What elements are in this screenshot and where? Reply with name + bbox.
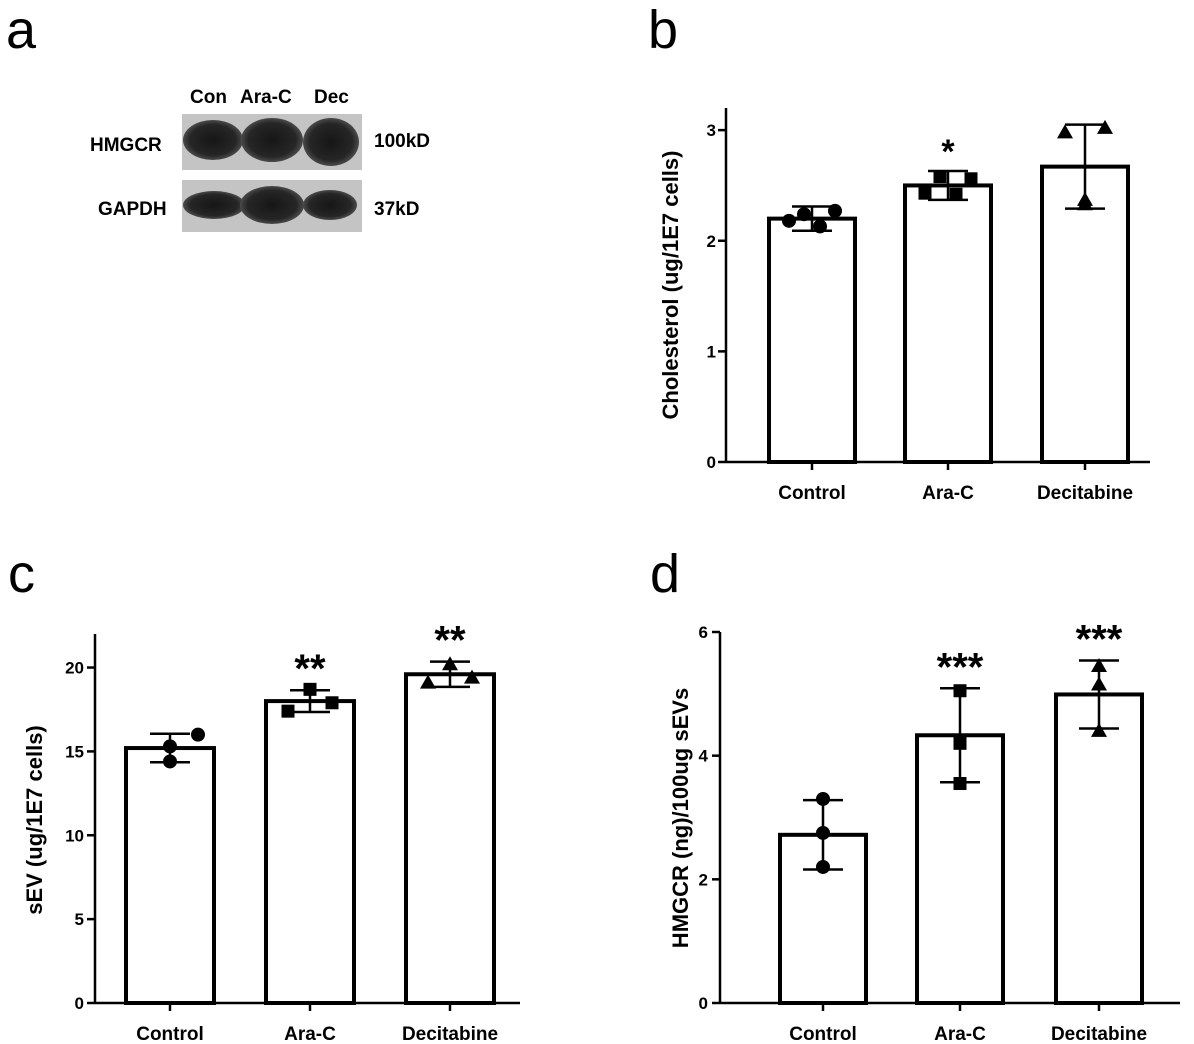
significance-label: ** <box>294 647 326 691</box>
x-tick-label: Ara-C <box>934 1024 986 1044</box>
bar-control <box>767 216 857 464</box>
data-point <box>191 727 205 742</box>
data-point <box>325 696 339 710</box>
chart-b: 0 1 2 3 Cholesterol (ug/1E7 cells) Control * Ar… <box>658 108 1150 504</box>
data-point <box>828 203 842 218</box>
data-point <box>464 669 480 684</box>
data-point <box>1091 676 1107 691</box>
chart-c: 0 5 10 15 20 sEV (ug/1E7 cells) Control ** Ara-C… <box>22 619 520 1044</box>
blot-lane-con: Con <box>190 87 227 108</box>
significance-label: *** <box>1076 617 1123 661</box>
y-tick-label: 4 <box>699 747 709 766</box>
data-point <box>816 791 830 806</box>
data-point <box>163 739 177 754</box>
y-tick-label: 0 <box>699 994 708 1013</box>
data-point <box>933 170 947 184</box>
x-tick-label: Control <box>136 1024 204 1044</box>
data-point <box>918 186 932 200</box>
x-tick-label: Control <box>789 1024 857 1044</box>
data-point <box>953 684 967 698</box>
y-tick-label: 6 <box>699 623 708 642</box>
blot-band-hmgcr-con <box>183 120 243 160</box>
data-point <box>1091 658 1107 673</box>
y-tick-label: 0 <box>707 453 716 472</box>
data-point <box>1097 119 1113 134</box>
panel-letter-a: a <box>6 0 37 60</box>
data-point <box>816 825 830 840</box>
blot-size-37kd: 37kD <box>374 199 419 220</box>
y-tick-label: 2 <box>707 232 716 251</box>
panel-letter-c: c <box>8 544 35 604</box>
data-point <box>816 859 830 874</box>
data-point <box>813 219 827 234</box>
x-tick-label: Ara-C <box>284 1024 336 1044</box>
x-tick-label: Decitabine <box>402 1024 498 1044</box>
significance-label: ** <box>434 619 466 663</box>
data-point <box>281 704 295 718</box>
data-point <box>303 682 317 696</box>
x-tick-label: Decitabine <box>1037 483 1133 504</box>
blot-band-gapdh-con <box>183 191 245 219</box>
western-blot: Con Ara-C Dec HMGCR GAPDH 100kD 37kD <box>90 87 430 232</box>
data-point <box>953 776 967 790</box>
significance-label: *** <box>937 645 984 689</box>
y-tick-label: 2 <box>699 870 708 889</box>
y-tick-label: 3 <box>707 121 716 140</box>
bar-decitabine <box>1054 692 1144 1005</box>
y-axis-title: HMGCR (ng)/100ug sEVs <box>668 688 693 948</box>
blot-lane-arac: Ara-C <box>240 87 292 108</box>
y-tick-label: 15 <box>65 742 84 761</box>
bar-decitabine <box>404 672 496 1005</box>
data-point <box>797 207 811 222</box>
blot-band-hmgcr-arac <box>241 118 303 162</box>
data-point <box>420 674 436 689</box>
data-point <box>1057 124 1073 139</box>
blot-band-gapdh-dec <box>303 190 357 220</box>
blot-protein-hmgcr: HMGCR <box>90 135 162 156</box>
data-point <box>442 656 458 671</box>
data-point <box>953 736 967 750</box>
panel-letter-b: b <box>648 0 678 60</box>
bar-arac <box>903 183 993 464</box>
x-tick-label: Control <box>778 483 846 504</box>
x-tick-label: Ara-C <box>922 483 974 504</box>
bar-control <box>124 746 216 1006</box>
blot-lane-dec: Dec <box>314 87 349 108</box>
bar-arac <box>264 699 356 1005</box>
y-tick-label: 1 <box>707 342 716 361</box>
blot-band-hmgcr-dec <box>303 118 359 166</box>
y-tick-label: 10 <box>65 826 84 845</box>
significance-label: * <box>941 133 955 171</box>
panel-letter-d: d <box>650 544 680 604</box>
y-axis-title: Cholesterol (ug/1E7 cells) <box>658 151 683 420</box>
y-axis-title: sEV (ug/1E7 cells) <box>22 725 47 915</box>
y-tick-label: 20 <box>65 659 84 678</box>
data-point <box>163 754 177 769</box>
data-point <box>964 172 978 186</box>
blot-band-gapdh-arac <box>240 186 304 224</box>
data-point <box>949 187 963 201</box>
data-point <box>1091 722 1107 737</box>
x-tick-label: Decitabine <box>1051 1024 1147 1044</box>
chart-d: 0 2 4 6 HMGCR (ng)/100ug sEVs Control *** Ara-C… <box>668 617 1180 1044</box>
bar-decitabine <box>1040 164 1130 464</box>
data-point <box>1077 191 1093 206</box>
y-tick-label: 0 <box>75 994 84 1013</box>
y-tick-label: 5 <box>75 910 84 929</box>
blot-size-100kd: 100kD <box>374 131 430 152</box>
blot-protein-gapdh: GAPDH <box>98 199 167 220</box>
data-point <box>782 213 796 228</box>
